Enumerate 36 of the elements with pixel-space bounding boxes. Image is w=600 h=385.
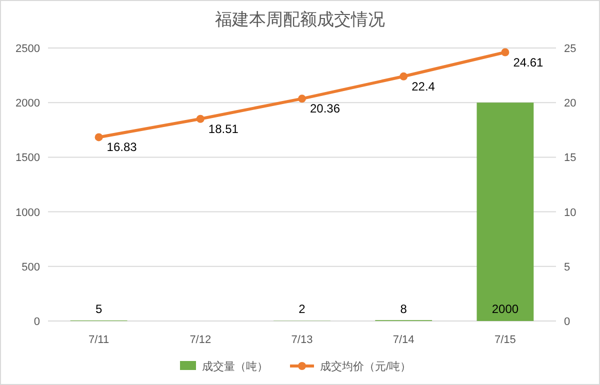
y2-tick-label: 20 <box>564 98 576 110</box>
y2-tick-label: 5 <box>564 261 570 274</box>
data-label: 24.61 <box>513 55 544 70</box>
data-label: 20.36 <box>310 102 340 116</box>
x-tick-label: 7/12 <box>190 334 212 346</box>
point <box>196 114 204 123</box>
x-tick-label: 7/15 <box>494 334 516 346</box>
legend-label: 成交量（吨） <box>202 360 268 373</box>
data-label: 2 <box>298 302 306 316</box>
x-tick-label: 7/13 <box>291 334 313 346</box>
y-tick-label: 2000 <box>16 98 40 110</box>
x-tick-label: 7/14 <box>392 334 414 346</box>
data-label: 8 <box>400 302 408 316</box>
legend-label: 成交均价（元/吨） <box>320 360 412 373</box>
data-label: 16.83 <box>106 140 138 154</box>
x-tick-label: 7/11 <box>88 334 110 346</box>
bar <box>476 102 534 321</box>
y2-tick-label: 10 <box>564 206 576 219</box>
chart-title: 福建本周配额成交情况 <box>215 10 385 29</box>
data-label: 22.4 <box>412 79 436 94</box>
y-tick-label: 1000 <box>16 206 40 219</box>
y-tick-label: 1500 <box>16 152 40 164</box>
y2-tick-label: 0 <box>564 316 570 328</box>
data-label: 5 <box>95 302 102 316</box>
data-label: 2000 <box>492 302 519 316</box>
y-tick-label: 500 <box>22 261 40 274</box>
point <box>298 94 306 103</box>
成交均价（元/吨）: 16.83 18.51 20.36 22.4 24.61 <box>94 48 544 154</box>
data-label: 18.51 <box>208 122 239 136</box>
point <box>400 72 408 80</box>
y-tick-label: 2500 <box>16 43 40 55</box>
y-tick-label: 0 <box>34 316 40 328</box>
point <box>501 48 510 56</box>
y2-tick-label: 15 <box>564 152 576 164</box>
y2-tick-label: 25 <box>564 43 576 55</box>
point <box>94 133 103 142</box>
